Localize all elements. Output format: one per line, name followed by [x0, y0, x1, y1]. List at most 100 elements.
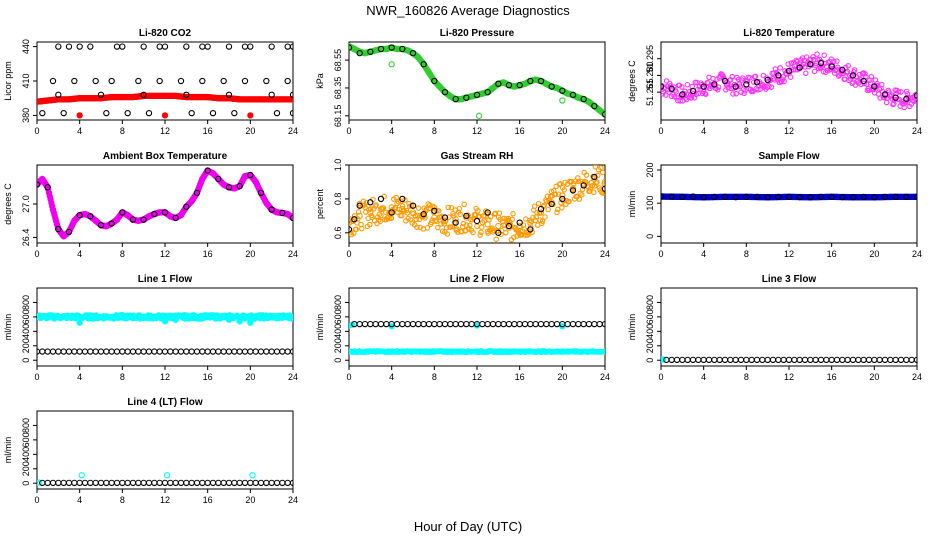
data-point — [828, 63, 835, 70]
figure-title: NWR_160826 Average Diagnostics — [366, 3, 570, 18]
data-point — [156, 43, 163, 50]
data-point — [257, 189, 265, 197]
data-point — [60, 479, 67, 487]
data-point — [65, 479, 73, 487]
data-point — [87, 348, 94, 355]
panel-8: Line 2 Flow ml/min 0 4 8 12 16 20 24 0 20040060080… — [315, 274, 610, 382]
data-point — [361, 320, 369, 328]
data-point — [780, 356, 787, 364]
data-point — [404, 210, 411, 216]
data-point — [439, 213, 445, 220]
data-point — [505, 320, 513, 328]
data-point — [172, 479, 179, 487]
y-axis-label: kPa — [315, 73, 325, 89]
data-point — [527, 320, 534, 328]
y-tick-label: 800 — [645, 295, 655, 310]
data-point — [484, 320, 491, 328]
data-point — [575, 178, 582, 185]
panel-title: Line 1 Flow — [138, 274, 193, 285]
data-point — [446, 214, 452, 220]
data-point — [188, 479, 195, 487]
data-point — [279, 348, 286, 355]
data-point — [741, 90, 747, 97]
x-tick-label: 20 — [245, 126, 255, 136]
data-point — [367, 206, 374, 212]
plot-area — [349, 43, 605, 119]
data-point — [268, 479, 275, 487]
data-point — [719, 71, 725, 78]
data-point — [732, 356, 739, 364]
plot-area — [37, 312, 293, 355]
data-point — [399, 203, 406, 209]
data-point — [209, 109, 217, 117]
data-point — [231, 348, 238, 355]
data-point — [503, 230, 509, 236]
data-point — [463, 212, 470, 220]
x-tick-label: 4 — [701, 249, 706, 259]
data-point — [541, 202, 547, 208]
x-tick-label: 20 — [869, 372, 879, 382]
data-point — [673, 89, 679, 95]
data-point — [140, 91, 147, 98]
data-point — [855, 356, 862, 364]
data-point — [601, 348, 605, 355]
data-point — [151, 479, 158, 487]
data-point — [161, 92, 169, 100]
data-point — [273, 348, 281, 355]
plot-frame — [36, 41, 294, 121]
data-point — [495, 229, 502, 236]
data-point — [895, 89, 902, 95]
data-point — [263, 479, 270, 487]
x-tick-label: 20 — [245, 372, 255, 382]
data-point — [545, 206, 551, 213]
data-point — [44, 184, 51, 191]
data-point — [674, 95, 680, 101]
data-point — [76, 319, 83, 326]
data-point — [409, 202, 417, 209]
series-main — [37, 167, 293, 240]
data-point — [463, 320, 470, 328]
data-point — [188, 198, 195, 205]
series-main — [37, 472, 256, 487]
series-hourly — [349, 173, 605, 236]
data-point — [700, 83, 707, 90]
data-point — [601, 178, 605, 186]
data-point — [236, 348, 243, 355]
data-point — [97, 313, 105, 321]
data-point — [225, 479, 233, 487]
data-point — [772, 66, 779, 72]
data-point — [516, 348, 523, 355]
y-axis-label: ml/min — [627, 191, 637, 218]
data-point — [711, 193, 718, 201]
data-point — [561, 187, 567, 193]
x-tick-label: 20 — [557, 126, 567, 136]
data-point — [247, 96, 254, 103]
plot-area — [661, 51, 917, 111]
data-point — [409, 209, 417, 216]
data-point — [849, 194, 857, 201]
data-point — [803, 70, 809, 77]
x-tick-label: 4 — [701, 126, 706, 136]
data-point — [247, 319, 254, 326]
data-point — [108, 348, 115, 355]
data-point — [892, 356, 899, 364]
y-tick-label: 400 — [21, 447, 31, 462]
data-point — [468, 93, 475, 100]
data-point — [764, 76, 771, 84]
data-point — [268, 96, 275, 103]
data-point — [215, 348, 222, 355]
data-point — [743, 356, 750, 364]
y-tick-label: 0.8 — [333, 193, 343, 206]
data-point — [817, 60, 825, 67]
panel-title: Li-820 CO2 — [139, 28, 192, 39]
data-point — [268, 313, 275, 321]
data-point — [76, 348, 83, 355]
data-point — [775, 193, 782, 201]
data-point — [236, 183, 243, 190]
data-point — [44, 97, 51, 104]
data-point — [44, 479, 51, 487]
data-point — [903, 88, 910, 95]
data-point — [833, 356, 841, 364]
data-point — [81, 479, 89, 487]
data-point — [489, 84, 497, 92]
